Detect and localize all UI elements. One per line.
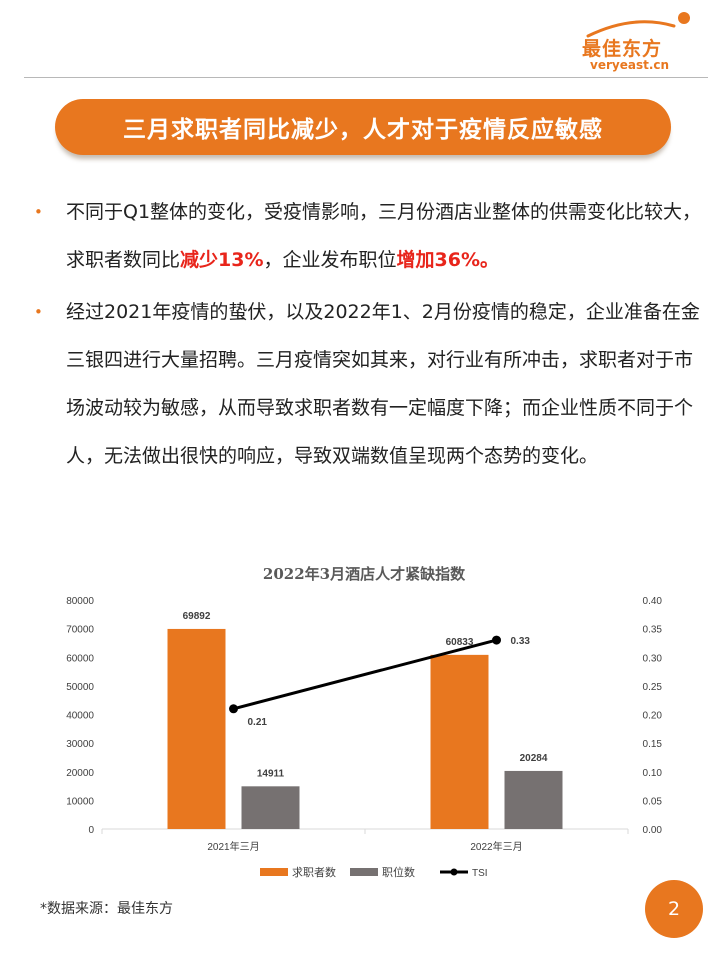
right-axis-tick-label: 0.20	[643, 711, 663, 722]
left-axis-tick-label: 20000	[66, 768, 94, 779]
talent-shortage-chart: 2022年3月酒店人才紧缺指数 0 10000 20000 30000 40000 5000…	[28, 552, 708, 892]
legend-swatch-marker	[450, 868, 458, 876]
bullet-text-segment: 不同于Q1整体的变化，受疫情影响，三月份酒店业整体的供需变化比较大，求职者数同比	[66, 201, 702, 271]
page-title: 三月求职者同比减少，人才对于疫情反应敏感	[123, 117, 603, 143]
bar-data-label: 20284	[520, 753, 548, 764]
right-axis-tick-label: 0.30	[643, 653, 663, 664]
bullet-dot-icon: •	[34, 303, 43, 321]
left-axis-tick-label: 50000	[66, 682, 94, 693]
tsi-data-label: 0.33	[511, 636, 531, 647]
chart-svg: 2022年3月酒店人才紧缺指数 0 10000 20000 30000 40000 5000…	[66, 565, 663, 879]
tsi-point	[229, 704, 238, 714]
left-axis-tick-label: 80000	[66, 596, 94, 607]
bullet-item: • 经过2021年疫情的蛰伏，以及2022年1、2月份疫情的稳定，企业准备在金三…	[32, 288, 704, 480]
x-axis-tick-label: 2021年三月	[207, 840, 259, 853]
bar-data-label: 14911	[257, 768, 285, 779]
right-axis-tick-label: 0.40	[643, 596, 663, 607]
bullet-item: • 不同于Q1整体的变化，受疫情影响，三月份酒店业整体的供需变化比较大，求职者数…	[32, 188, 704, 284]
legend-label: 求职者数	[292, 866, 336, 879]
highlight-decrease: 减少13%	[180, 249, 264, 271]
left-axis-tick-label: 30000	[66, 739, 94, 750]
left-axis-tick-label: 40000	[66, 711, 94, 722]
data-source-note: *数据来源：最佳东方	[40, 901, 173, 917]
left-axis-tick-label: 0	[88, 825, 94, 836]
legend-swatch	[350, 868, 378, 876]
legend-label: 职位数	[382, 865, 415, 879]
left-axis-tick-label: 70000	[66, 625, 94, 636]
left-axis-tick-label: 60000	[66, 653, 94, 664]
right-axis-tick-label: 0.10	[643, 768, 663, 779]
title-banner: 三月求职者同比减少，人才对于疫情反应敏感	[55, 99, 671, 155]
tsi-point	[492, 635, 501, 645]
highlight-increase: 增加36%。	[396, 249, 499, 271]
right-axis-tick-label: 0.25	[643, 682, 663, 693]
header-divider	[24, 77, 708, 78]
bar-positions	[504, 770, 563, 829]
bar-data-label: 69892	[183, 611, 211, 622]
right-axis-tick-label: 0.35	[643, 625, 663, 636]
legend-label: TSI	[472, 868, 488, 879]
bullet-text: 不同于Q1整体的变化，受疫情影响，三月份酒店业整体的供需变化比较大，求职者数同比…	[66, 188, 704, 284]
bullet-text: 经过2021年疫情的蛰伏，以及2022年1、2月份疫情的稳定，企业准备在金三银四…	[66, 301, 700, 467]
left-axis-tick-label: 10000	[66, 796, 94, 807]
bullet-list: • 不同于Q1整体的变化，受疫情影响，三月份酒店业整体的供需变化比较大，求职者数…	[32, 188, 704, 484]
bullet-text-segment: ，企业发布职位	[263, 249, 397, 271]
bar-positions	[241, 786, 300, 829]
bar-applicants	[167, 628, 226, 829]
tsi-data-label: 0.21	[248, 717, 268, 728]
logo-name-cn: 最佳东方	[582, 38, 663, 60]
right-axis-tick-label: 0.05	[643, 796, 663, 807]
bar-applicants	[430, 654, 489, 829]
chart-title: 2022年3月酒店人才紧缺指数	[263, 565, 466, 583]
bar-data-label: 60833	[446, 637, 474, 648]
logo-domain: veryeast.cn	[590, 58, 670, 72]
orange-swoosh-logo-icon	[586, 12, 690, 38]
x-axis-tick-label: 2022年三月	[470, 840, 522, 853]
brand-logo: 最佳东方 veryeast.cn	[578, 10, 706, 74]
tsi-line	[233, 638, 497, 711]
page-number-badge: 2	[645, 880, 703, 938]
legend-swatch	[260, 868, 288, 876]
right-axis-tick-label: 0.15	[643, 739, 663, 750]
bullet-dot-icon: •	[34, 203, 43, 221]
right-axis-tick-label: 0.00	[643, 825, 663, 836]
